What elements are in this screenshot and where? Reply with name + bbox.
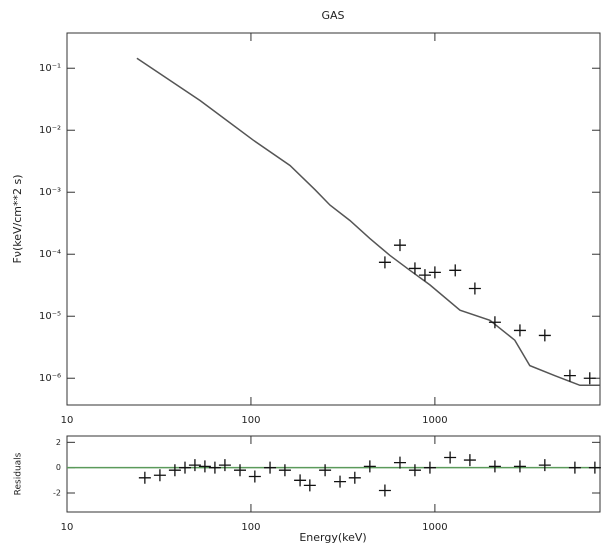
- data-point: [468, 282, 481, 295]
- y-tick-label: 10⁻⁶: [39, 373, 61, 384]
- model-line: [136, 57, 600, 387]
- data-point: [218, 459, 231, 472]
- data-point: [423, 461, 436, 474]
- data-point: [563, 369, 576, 382]
- data-point: [153, 469, 166, 482]
- data-point: [198, 460, 211, 473]
- data-point: [583, 372, 596, 385]
- chart-title: GAS: [321, 9, 344, 22]
- data-point: [393, 456, 406, 469]
- data-point: [463, 454, 476, 467]
- x-tick-label: 1000: [422, 522, 447, 533]
- data-point: [588, 461, 601, 474]
- data-point: [378, 484, 391, 497]
- data-point: [319, 464, 332, 477]
- data-point: [538, 459, 551, 472]
- data-point: [294, 474, 307, 487]
- x-tick-label: 10: [61, 415, 74, 426]
- y-tick-label: 0: [56, 463, 61, 472]
- data-point: [444, 451, 457, 464]
- data-point: [408, 262, 421, 275]
- y-tick-label: 10⁻⁴: [39, 249, 61, 260]
- y-tick-label: 10⁻¹: [39, 63, 61, 74]
- data-point: [378, 256, 391, 269]
- y-axis-label: Fν(keV/cm**2 s): [11, 174, 24, 263]
- data-point: [393, 239, 406, 252]
- plot-frame: [66, 32, 601, 406]
- data-point: [334, 475, 347, 488]
- data-point: [538, 329, 551, 342]
- data-point: [168, 464, 181, 477]
- y-tick-label: 2: [56, 438, 61, 447]
- data-point: [488, 460, 501, 473]
- data-point: [138, 471, 151, 484]
- data-point: [178, 461, 191, 474]
- y-tick-label: -2: [53, 489, 61, 498]
- y-tick-label: 10⁻⁵: [39, 311, 61, 322]
- data-point: [428, 266, 441, 279]
- data-point: [408, 464, 421, 477]
- data-point: [278, 464, 291, 477]
- data-point: [234, 464, 247, 477]
- data-point: [418, 269, 431, 282]
- data-point: [348, 471, 361, 484]
- plot-frame: [66, 435, 601, 513]
- x-tick-label: 10: [61, 522, 74, 533]
- data-point: [303, 479, 316, 492]
- data-point: [449, 264, 462, 277]
- data-point: [363, 460, 376, 473]
- y-tick-label: 10⁻²: [39, 125, 61, 136]
- x-tick-label: 1000: [422, 415, 447, 426]
- data-point: [248, 470, 261, 483]
- y-axis-label: Residuals: [14, 452, 24, 495]
- data-point: [513, 460, 526, 473]
- data-point: [208, 461, 221, 474]
- data-point: [568, 461, 581, 474]
- data-point: [488, 316, 501, 329]
- x-axis-label: Energy(keV): [299, 531, 366, 544]
- x-tick-label: 100: [241, 415, 260, 426]
- y-tick-label: 10⁻³: [39, 187, 61, 198]
- data-point: [188, 459, 201, 472]
- data-point: [513, 324, 526, 337]
- x-tick-label: 100: [241, 522, 260, 533]
- data-point: [264, 461, 277, 474]
